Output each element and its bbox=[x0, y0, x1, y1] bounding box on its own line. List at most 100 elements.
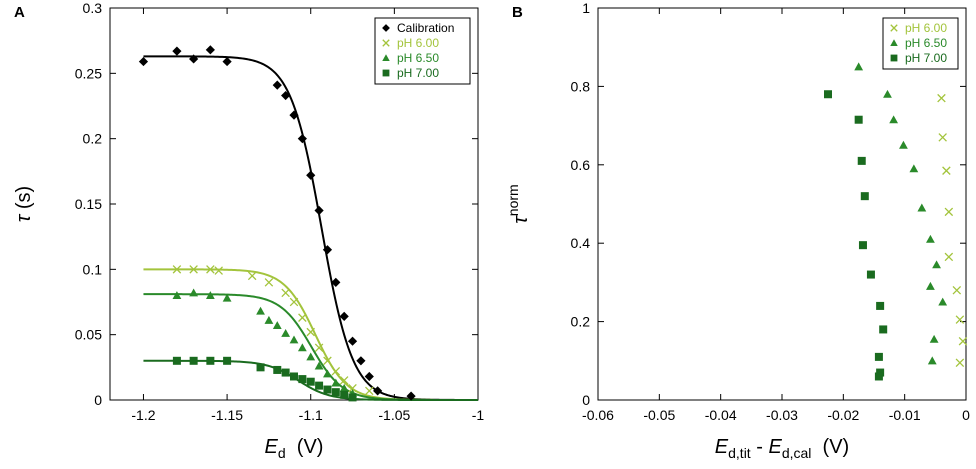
data-point bbox=[289, 335, 299, 344]
data-point bbox=[298, 313, 307, 322]
data-point bbox=[323, 385, 332, 394]
legend-label: pH 6.00 bbox=[397, 36, 439, 50]
data-point bbox=[883, 89, 892, 98]
data-point bbox=[944, 207, 954, 217]
data-point bbox=[189, 288, 199, 297]
y-tick-label: 0.2 bbox=[83, 131, 103, 147]
data-point bbox=[927, 356, 937, 365]
data-point bbox=[214, 266, 223, 275]
data-point bbox=[172, 291, 182, 299]
data-point bbox=[306, 377, 315, 386]
series-0 bbox=[138, 45, 416, 401]
data-point bbox=[297, 134, 307, 144]
legend-label: pH 7.00 bbox=[397, 66, 439, 80]
legend-marker bbox=[382, 24, 390, 32]
panel-letter-a: A bbox=[14, 4, 25, 21]
data-point bbox=[340, 390, 349, 399]
data-point bbox=[938, 297, 948, 306]
panel-a: -1.2 -1.15 -1.1 -1.05 -1 0 0.05 0.1 0.15 0.2 0.25 0… bbox=[13, 0, 484, 461]
data-point bbox=[256, 363, 265, 372]
data-point bbox=[955, 315, 965, 324]
data-point bbox=[373, 386, 383, 396]
data-point bbox=[958, 336, 968, 346]
y-tick-label: 1 bbox=[582, 0, 590, 16]
y-tick-label: 0.8 bbox=[571, 78, 591, 94]
series-3 bbox=[172, 356, 357, 402]
y-tick-label: 0.4 bbox=[571, 235, 591, 251]
data-point bbox=[942, 166, 951, 175]
panel-letter-b: B bbox=[512, 4, 523, 21]
data-point bbox=[264, 278, 274, 287]
data-point bbox=[937, 93, 946, 103]
data-point bbox=[323, 356, 332, 366]
legend-marker bbox=[890, 39, 898, 46]
x-tick-label: -0.01 bbox=[889, 407, 921, 423]
data-point bbox=[281, 328, 291, 337]
data-point bbox=[938, 133, 947, 142]
y-tick-label: 0.05 bbox=[75, 327, 102, 343]
data-point bbox=[297, 343, 307, 352]
data-point bbox=[314, 343, 324, 352]
x-tick-label: -1.05 bbox=[378, 407, 410, 423]
data-point bbox=[889, 115, 899, 124]
data-point bbox=[222, 293, 232, 302]
y-tick-label: 0 bbox=[94, 392, 102, 408]
data-point bbox=[866, 270, 875, 279]
data-point bbox=[364, 371, 374, 382]
x-tick-label: -0.04 bbox=[705, 407, 737, 423]
data-point bbox=[879, 325, 888, 334]
x-axis-label: Ed,tit - Ed,cal (V) bbox=[715, 436, 849, 461]
data-point bbox=[264, 315, 274, 324]
data-point bbox=[339, 376, 349, 385]
series-2 bbox=[824, 90, 888, 381]
y-axis-label: τ (s) bbox=[13, 186, 35, 222]
series-0 bbox=[937, 93, 968, 368]
data-point bbox=[306, 327, 315, 337]
data-point bbox=[314, 205, 324, 216]
data-point bbox=[347, 336, 358, 346]
data-point bbox=[406, 391, 416, 401]
y-tick-label: 0.2 bbox=[571, 314, 591, 330]
legend-label: Calibration bbox=[397, 21, 454, 35]
fit-curve-0 bbox=[143, 55, 479, 401]
data-point bbox=[281, 288, 290, 298]
data-point bbox=[223, 356, 232, 365]
data-point bbox=[899, 140, 908, 149]
x-tick-label: -0.03 bbox=[766, 407, 798, 423]
data-point bbox=[917, 203, 927, 212]
data-point bbox=[289, 110, 299, 120]
data-point bbox=[289, 297, 299, 307]
data-point bbox=[874, 352, 883, 361]
data-point bbox=[356, 356, 366, 366]
x-tick-label: -1.15 bbox=[211, 407, 243, 423]
data-point bbox=[339, 383, 349, 392]
data-point bbox=[331, 378, 341, 387]
data-point bbox=[172, 265, 182, 274]
legend-marker bbox=[382, 54, 390, 61]
data-point bbox=[339, 311, 349, 321]
data-point bbox=[944, 252, 954, 262]
data-point bbox=[273, 365, 282, 374]
data-point bbox=[860, 192, 869, 201]
data-point bbox=[206, 356, 215, 365]
data-point bbox=[172, 356, 181, 365]
data-point bbox=[955, 358, 965, 368]
data-point bbox=[323, 369, 332, 378]
data-point bbox=[298, 375, 307, 384]
data-point bbox=[952, 285, 962, 295]
data-point bbox=[857, 156, 866, 165]
data-point bbox=[314, 361, 324, 370]
x-tick-label: -0.02 bbox=[827, 407, 859, 423]
data-point bbox=[306, 352, 316, 361]
data-point bbox=[854, 115, 863, 124]
data-point bbox=[854, 62, 864, 71]
data-point bbox=[932, 260, 941, 269]
series-2 bbox=[172, 288, 357, 397]
legend-label: pH 6.50 bbox=[905, 36, 947, 50]
data-point bbox=[138, 56, 149, 67]
y-tick-label: 0.6 bbox=[571, 157, 591, 173]
y-axis-label: τnorm bbox=[505, 184, 532, 223]
